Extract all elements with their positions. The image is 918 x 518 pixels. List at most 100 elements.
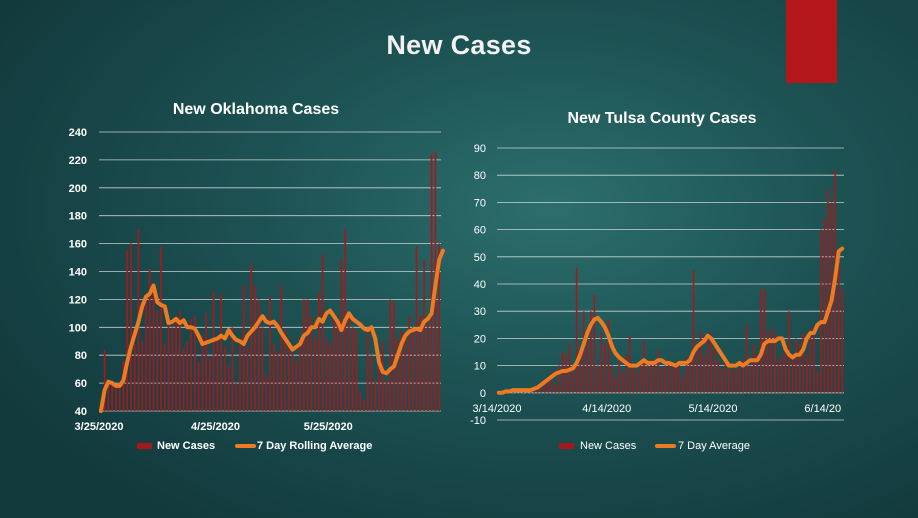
bar (703, 354, 705, 393)
bar (621, 371, 624, 393)
bar (614, 376, 617, 393)
x-tick-label: 4/25/2020 (191, 421, 240, 433)
bar (696, 343, 698, 393)
bar (795, 338, 797, 393)
chart-title: New Tulsa County Cases (567, 110, 756, 127)
y-tick-label: -10 (470, 415, 486, 427)
bar (400, 330, 403, 411)
bar (103, 349, 106, 411)
bar (607, 319, 610, 393)
bar (220, 293, 222, 411)
bar (724, 357, 727, 393)
bar (205, 313, 207, 411)
y-tick-label: 30 (474, 306, 486, 318)
bar (827, 188, 829, 393)
bar (374, 380, 377, 411)
y-tick-label: 100 (69, 322, 87, 334)
bar (115, 385, 117, 411)
bar (355, 330, 358, 411)
bar (636, 371, 638, 393)
y-tick-label: 10 (474, 361, 486, 373)
bar (363, 399, 365, 411)
bar (351, 327, 354, 411)
bar (156, 310, 159, 411)
bar (699, 330, 702, 393)
bar (781, 354, 783, 393)
bar (193, 316, 196, 411)
bar (411, 327, 414, 411)
bar (318, 292, 320, 411)
bar (340, 260, 343, 411)
bar (276, 352, 279, 411)
legend-label: 7 Day Average (678, 440, 750, 452)
x-tick-label: 3/25/2020 (75, 421, 124, 433)
bar (759, 289, 762, 393)
bar (540, 384, 543, 393)
y-tick-label: 200 (69, 183, 87, 195)
bar (597, 365, 599, 393)
bar (774, 332, 776, 393)
bar (667, 360, 670, 393)
bar (209, 357, 211, 411)
bar (186, 341, 189, 411)
y-tick-label: 70 (474, 197, 486, 209)
bar (657, 349, 659, 393)
bar (175, 321, 177, 411)
bar (389, 299, 392, 411)
legend-label: New Cases (157, 440, 215, 452)
tulsa-cases-chart: New Tulsa County Cases 90 80 70 60 50 40 30 20 10… (470, 110, 845, 452)
bar (646, 365, 649, 393)
y-tick-label: 20 (474, 333, 486, 345)
bar (572, 365, 574, 393)
bar (284, 330, 286, 411)
bar (325, 338, 328, 411)
bar (257, 299, 260, 411)
bar (519, 392, 521, 394)
bar (118, 383, 121, 411)
bar (272, 344, 275, 411)
bar (182, 348, 185, 411)
bar (675, 362, 677, 393)
bar (396, 338, 399, 411)
bar (593, 294, 596, 393)
y-tick-label: 140 (69, 267, 87, 279)
y-tick-label: 60 (474, 225, 486, 237)
bar (685, 357, 688, 393)
bar (133, 344, 136, 411)
bar (813, 327, 815, 393)
bar (306, 299, 309, 411)
bar (287, 338, 290, 411)
bar (329, 344, 331, 411)
bar (738, 368, 741, 393)
legend-label: New Cases (580, 440, 637, 452)
bar (604, 343, 606, 393)
bar (749, 365, 751, 393)
accent-block (786, 0, 837, 83)
bar (227, 366, 230, 411)
bar (359, 391, 362, 411)
bar (348, 313, 350, 411)
bar (678, 360, 681, 393)
bar (366, 327, 369, 411)
x-tick-label: 5/14/2020 (689, 403, 738, 415)
y-tick-label: 240 (69, 127, 87, 139)
x-tick-label: 5/25/2020 (304, 421, 353, 433)
bar (798, 343, 801, 393)
bar (611, 365, 613, 393)
bar (242, 285, 245, 411)
bar (639, 362, 642, 393)
bar (809, 327, 812, 393)
bar (178, 310, 181, 411)
bar (295, 360, 298, 411)
bar (579, 360, 582, 393)
legend-bar-swatch (559, 443, 574, 449)
bar (145, 302, 147, 411)
bar (171, 327, 174, 411)
bar (235, 383, 238, 411)
bar (745, 324, 748, 393)
bar (167, 316, 170, 411)
y-tick-label: 120 (69, 294, 87, 306)
bar (590, 311, 592, 393)
bar (299, 338, 301, 411)
bar (763, 289, 766, 393)
